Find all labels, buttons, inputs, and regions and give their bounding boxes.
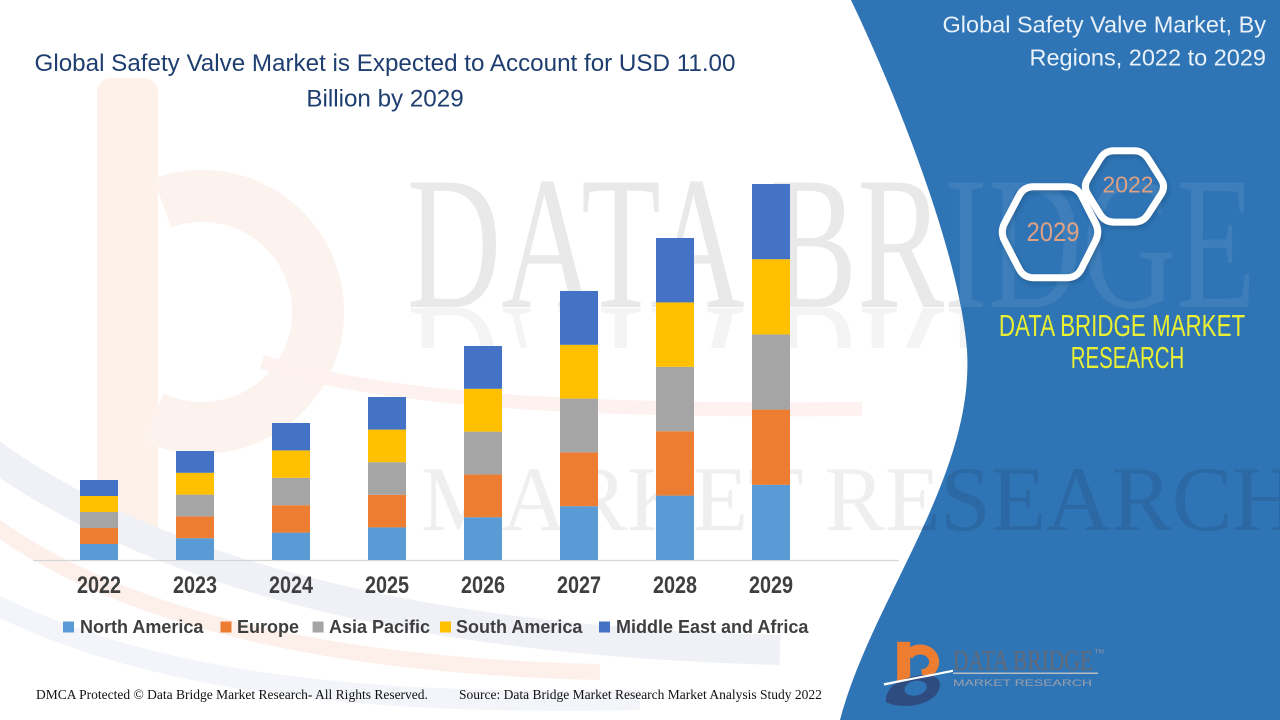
svg-text:2024: 2024 <box>269 572 314 599</box>
svg-text:Source: Data Bridge Market Res: Source: Data Bridge Market Research Mark… <box>459 687 822 702</box>
svg-text:2026: 2026 <box>461 572 505 599</box>
svg-text:North America: North America <box>80 617 204 637</box>
svg-text:DATA BRIDGE: DATA BRIDGE <box>953 646 1093 677</box>
svg-text:DMCA Protected © Data Bridge M: DMCA Protected © Data Bridge Market Rese… <box>36 687 428 702</box>
svg-text:2022: 2022 <box>1102 172 1153 198</box>
svg-text:Billion by 2029: Billion by 2029 <box>306 86 463 113</box>
svg-text:Global Safety Valve Market is: Global Safety Valve Market is Expected t… <box>35 50 736 77</box>
svg-text:RESEARCH: RESEARCH <box>1071 342 1184 375</box>
svg-text:2029: 2029 <box>749 572 793 599</box>
svg-text:2025: 2025 <box>365 572 409 599</box>
svg-text:MARKET RESEARCH: MARKET RESEARCH <box>953 678 1092 688</box>
svg-text:2027: 2027 <box>557 572 601 599</box>
svg-text:Global Safety Valve Market, By: Global Safety Valve Market, By <box>943 12 1267 38</box>
svg-text:Europe: Europe <box>237 617 299 637</box>
svg-text:DATA BRIDGE MARKET: DATA BRIDGE MARKET <box>999 309 1245 343</box>
svg-text:2023: 2023 <box>173 572 217 599</box>
svg-text:Middle East and Africa: Middle East and Africa <box>616 617 809 637</box>
svg-text:TM: TM <box>1095 649 1104 656</box>
svg-text:2028: 2028 <box>653 572 697 599</box>
svg-text:Regions, 2022 to 2029: Regions, 2022 to 2029 <box>1030 45 1267 71</box>
svg-text:2029: 2029 <box>1027 217 1080 247</box>
svg-text:South America: South America <box>456 617 583 637</box>
svg-text:2022: 2022 <box>77 572 121 599</box>
svg-text:Asia Pacific: Asia Pacific <box>329 617 430 637</box>
